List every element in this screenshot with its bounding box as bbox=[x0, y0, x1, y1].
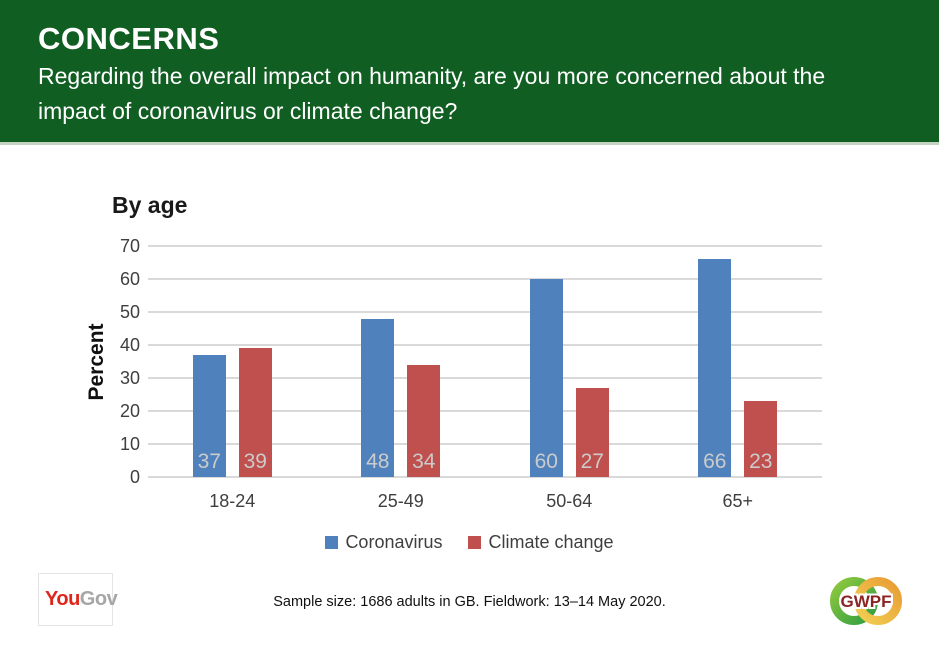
legend-item-climate-change: Climate change bbox=[468, 532, 614, 553]
gridline-10 bbox=[148, 443, 822, 445]
bar-coronavirus-18-24: 37 bbox=[192, 354, 226, 477]
gridline-20 bbox=[148, 410, 822, 412]
gridline-60 bbox=[148, 278, 822, 280]
yougov-logo-gov: Gov bbox=[79, 588, 118, 610]
page-subtitle-line2: impact of coronavirus or climate change? bbox=[38, 98, 458, 124]
legend-label: Climate change bbox=[488, 532, 614, 552]
legend-swatch bbox=[468, 536, 482, 549]
legend-item-coronavirus: Coronavirus bbox=[325, 532, 442, 553]
bar-value-label: 23 bbox=[749, 450, 773, 473]
bar-group-65+: 66 23 bbox=[654, 246, 823, 477]
bar-coronavirus-50-64: 60 bbox=[529, 279, 563, 477]
header-banner: CONCERNS Regarding the overall impact on… bbox=[0, 0, 939, 145]
legend-label: Coronavirus bbox=[345, 532, 443, 552]
page-subtitle-line1: Regarding the overall impact on humanity… bbox=[38, 63, 826, 89]
x-category-label-50-64: 50-64 bbox=[546, 491, 593, 511]
y-tick-label-0: 0 bbox=[129, 467, 140, 487]
bar-value-label: 66 bbox=[703, 450, 727, 473]
bar-climate-change-50-64: 27 bbox=[575, 387, 609, 477]
gwpf-ring-orange bbox=[854, 577, 902, 625]
x-category-label-25-49: 25-49 bbox=[377, 491, 424, 511]
gridline-70 bbox=[148, 245, 822, 247]
bar-value-label: 27 bbox=[580, 450, 604, 473]
gridline-0 bbox=[148, 476, 822, 478]
bar-value-label: 60 bbox=[534, 450, 558, 473]
y-tick-label-30: 30 bbox=[119, 368, 140, 388]
y-tick-label-20: 20 bbox=[119, 401, 140, 421]
gwpf-logo: GWPF bbox=[830, 577, 902, 625]
bar-groups: 37 39 48 34 60 27 66 23 bbox=[148, 246, 822, 477]
bar-climate-change-65+: 23 bbox=[744, 401, 778, 477]
gwpf-ring-green bbox=[830, 577, 878, 625]
bar-value-label: 37 bbox=[197, 450, 221, 473]
yougov-logo-you: You bbox=[45, 588, 80, 610]
page-title: CONCERNS bbox=[38, 21, 220, 56]
yougov-logo: You Gov bbox=[38, 573, 118, 626]
y-axis-tick-labels: 0 10 20 30 40 50 60 70 bbox=[58, 236, 140, 487]
y-tick-label-60: 60 bbox=[119, 269, 140, 289]
bar-climate-change-18-24: 39 bbox=[238, 348, 272, 477]
x-category-label-18-24: 18-24 bbox=[209, 491, 256, 511]
bar-value-label: 34 bbox=[412, 450, 436, 473]
y-tick-label-50: 50 bbox=[119, 302, 140, 322]
gridline-50 bbox=[148, 311, 822, 313]
bar-value-label: 48 bbox=[366, 450, 390, 473]
y-tick-label-10: 10 bbox=[119, 434, 140, 454]
y-tick-label-70: 70 bbox=[119, 236, 140, 256]
gwpf-logo-text: GWPF bbox=[841, 592, 892, 611]
bar-coronavirus-65+: 66 bbox=[698, 259, 732, 477]
plot-area: 37 39 48 34 60 27 66 23 bbox=[148, 245, 822, 478]
x-category-label-65+: 65+ bbox=[722, 491, 754, 511]
y-tick-label-40: 40 bbox=[119, 335, 140, 355]
x-axis-category-labels: 18-24 25-49 50-64 65+ bbox=[148, 491, 822, 512]
gridline-40 bbox=[148, 344, 822, 346]
bar-coronavirus-25-49: 48 bbox=[361, 318, 395, 477]
legend-swatch bbox=[325, 536, 339, 549]
chart-legend: Coronavirus Climate change bbox=[0, 532, 939, 553]
gridline-30 bbox=[148, 377, 822, 379]
bar-group-25-49: 48 34 bbox=[317, 246, 486, 477]
bar-group-18-24: 37 39 bbox=[148, 246, 317, 477]
chart-title: By age bbox=[112, 192, 188, 218]
sample-size-note: Sample size: 1686 adults in GB. Fieldwor… bbox=[273, 594, 666, 610]
bar-climate-change-25-49: 34 bbox=[407, 364, 441, 477]
bar-value-label: 39 bbox=[243, 450, 267, 473]
bar-group-50-64: 60 27 bbox=[485, 246, 654, 477]
